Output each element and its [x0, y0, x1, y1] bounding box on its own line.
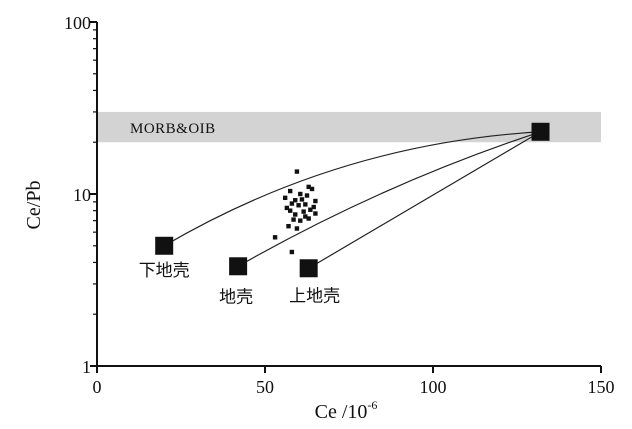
x-tick-label: 50	[256, 377, 274, 397]
sample-point	[284, 205, 290, 211]
reservoir-marker	[229, 257, 248, 276]
reservoir-label: 地壳	[219, 287, 253, 307]
mixing-curve	[308, 131, 541, 269]
reservoir-marker	[299, 259, 318, 278]
sample-point	[303, 202, 308, 207]
sample-point	[308, 207, 313, 212]
y-axis-title: Ce/Pb	[23, 181, 45, 230]
band-label: MORB&OIB	[130, 121, 216, 137]
sample-point	[282, 195, 288, 201]
x-axis-title-exponent: -6	[367, 398, 377, 412]
sample-point	[299, 197, 305, 202]
reservoir-marker	[155, 236, 174, 255]
x-tick-label: 100	[420, 377, 447, 397]
sample-point	[293, 198, 298, 203]
sample-points	[272, 169, 318, 275]
sample-point	[306, 216, 311, 221]
x-axis-title: Ce /10-6	[315, 398, 378, 423]
morb-oib-band	[97, 111, 601, 143]
x-tick-label: 150	[588, 377, 615, 397]
x-axis-title-base: Ce /10	[315, 401, 368, 423]
reservoir-label: 上地壳	[289, 286, 340, 306]
reservoir-label: 下地壳	[139, 261, 190, 281]
sample-point	[289, 249, 295, 255]
x-tick-label: 0	[93, 377, 102, 397]
sample-point	[304, 193, 310, 198]
mixing-curve	[237, 131, 541, 267]
sample-point	[288, 208, 293, 213]
sample-point	[298, 218, 303, 223]
sample-point	[313, 198, 318, 204]
y-tick-label: 1	[82, 357, 91, 377]
sample-point	[301, 209, 306, 214]
sample-point	[296, 203, 301, 208]
sample-point	[311, 204, 316, 210]
axis-ticks: 0 50 100 150 1 10 100	[64, 13, 615, 397]
sample-point	[288, 188, 293, 194]
sample-point	[294, 226, 300, 231]
sample-point	[289, 201, 295, 206]
y-tick-label: 10	[73, 185, 91, 205]
sample-point	[309, 186, 315, 192]
mixing-curve	[163, 131, 541, 247]
sample-point	[293, 212, 298, 217]
sample-point	[291, 217, 296, 222]
sample-point	[294, 169, 300, 174]
sample-point	[298, 191, 303, 197]
y-tick-label: 100	[64, 13, 91, 33]
mixing-curves	[163, 131, 541, 269]
sample-point	[286, 223, 291, 229]
sample-point	[272, 235, 278, 240]
sample-point	[313, 211, 318, 216]
reservoir-marker	[531, 122, 550, 141]
sample-point	[306, 184, 311, 190]
sample-point	[303, 214, 308, 219]
